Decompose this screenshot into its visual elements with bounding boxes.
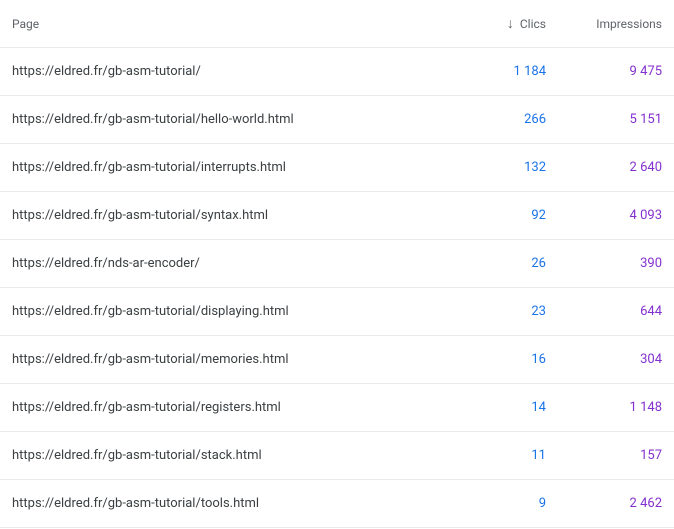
impressions-value: 644 — [640, 304, 662, 319]
page-url[interactable]: https://eldred.fr/gb-asm-tutorial/regist… — [0, 400, 454, 415]
page-url[interactable]: https://eldred.fr/gb-asm-tutorial/ — [0, 64, 454, 79]
table-row: https://eldred.fr/gb-asm-tutorial/interr… — [0, 144, 674, 192]
impressions-value: 2 640 — [630, 160, 662, 175]
table-row: https://eldred.fr/gb-asm-tutorial/hello-… — [0, 96, 674, 144]
pages-table: Page ↓ Clics Impressions https://eldred.… — [0, 0, 674, 528]
impressions-cell: 2 640 — [554, 160, 674, 175]
clicks-value: 92 — [531, 208, 546, 223]
clicks-cell: 11 — [454, 448, 554, 463]
page-url[interactable]: https://eldred.fr/gb-asm-tutorial/syntax… — [0, 208, 454, 223]
impressions-cell: 1 148 — [554, 400, 674, 415]
clicks-cell: 9 — [454, 496, 554, 511]
page-url[interactable]: https://eldred.fr/gb-asm-tutorial/displa… — [0, 304, 454, 319]
table-row: https://eldred.fr/gb-asm-tutorial/1 184 9… — [0, 48, 674, 96]
table-row: https://eldred.fr/gb-asm-tutorial/syntax… — [0, 192, 674, 240]
clicks-cell: 132 — [454, 160, 554, 175]
impressions-cell: 304 — [554, 352, 674, 367]
column-header-clicks[interactable]: ↓ Clics — [454, 17, 554, 31]
table-row: https://eldred.fr/gb-asm-tutorial/stack.… — [0, 432, 674, 480]
column-header-clicks-label: Clics — [520, 17, 546, 31]
clicks-value: 9 — [539, 496, 546, 511]
table-row: https://eldred.fr/nds-ar-encoder/26 390 — [0, 240, 674, 288]
clicks-cell: 92 — [454, 208, 554, 223]
impressions-value: 2 462 — [630, 496, 662, 511]
impressions-cell: 2 462 — [554, 496, 674, 511]
clicks-value: 16 — [531, 352, 546, 367]
impressions-cell: 4 093 — [554, 208, 674, 223]
page-url[interactable]: https://eldred.fr/gb-asm-tutorial/tools.… — [0, 496, 454, 511]
impressions-value: 1 148 — [630, 400, 662, 415]
clicks-value: 23 — [531, 304, 546, 319]
clicks-cell: 23 — [454, 304, 554, 319]
impressions-value: 304 — [640, 352, 662, 367]
page-url[interactable]: https://eldred.fr/nds-ar-encoder/ — [0, 256, 454, 271]
clicks-value: 266 — [524, 112, 546, 127]
sort-arrow-down-icon: ↓ — [507, 17, 514, 31]
clicks-value: 11 — [531, 448, 546, 463]
table-header-row: Page ↓ Clics Impressions — [0, 0, 674, 48]
clicks-cell: 266 — [454, 112, 554, 127]
clicks-value: 132 — [524, 160, 546, 175]
column-header-impressions[interactable]: Impressions — [554, 17, 674, 31]
clicks-value: 14 — [531, 400, 546, 415]
impressions-value: 5 151 — [630, 112, 662, 127]
clicks-cell: 14 — [454, 400, 554, 415]
table-row: https://eldred.fr/gb-asm-tutorial/displa… — [0, 288, 674, 336]
impressions-value: 4 093 — [630, 208, 662, 223]
clicks-cell: 16 — [454, 352, 554, 367]
impressions-value: 390 — [640, 256, 662, 271]
impressions-value: 9 475 — [630, 64, 662, 79]
page-url[interactable]: https://eldred.fr/gb-asm-tutorial/stack.… — [0, 448, 454, 463]
clicks-cell: 26 — [454, 256, 554, 271]
impressions-cell: 390 — [554, 256, 674, 271]
impressions-cell: 5 151 — [554, 112, 674, 127]
page-url[interactable]: https://eldred.fr/gb-asm-tutorial/hello-… — [0, 112, 454, 127]
clicks-cell: 1 184 — [454, 64, 554, 79]
table-row: https://eldred.fr/gb-asm-tutorial/memori… — [0, 336, 674, 384]
column-header-page[interactable]: Page — [0, 17, 454, 31]
page-url[interactable]: https://eldred.fr/gb-asm-tutorial/interr… — [0, 160, 454, 175]
table-row: https://eldred.fr/gb-asm-tutorial/tools.… — [0, 480, 674, 528]
page-url[interactable]: https://eldred.fr/gb-asm-tutorial/memori… — [0, 352, 454, 367]
clicks-value: 1 184 — [514, 64, 546, 79]
impressions-cell: 9 475 — [554, 64, 674, 79]
table-row: https://eldred.fr/gb-asm-tutorial/regist… — [0, 384, 674, 432]
impressions-value: 157 — [640, 448, 662, 463]
impressions-cell: 644 — [554, 304, 674, 319]
clicks-value: 26 — [531, 256, 546, 271]
impressions-cell: 157 — [554, 448, 674, 463]
